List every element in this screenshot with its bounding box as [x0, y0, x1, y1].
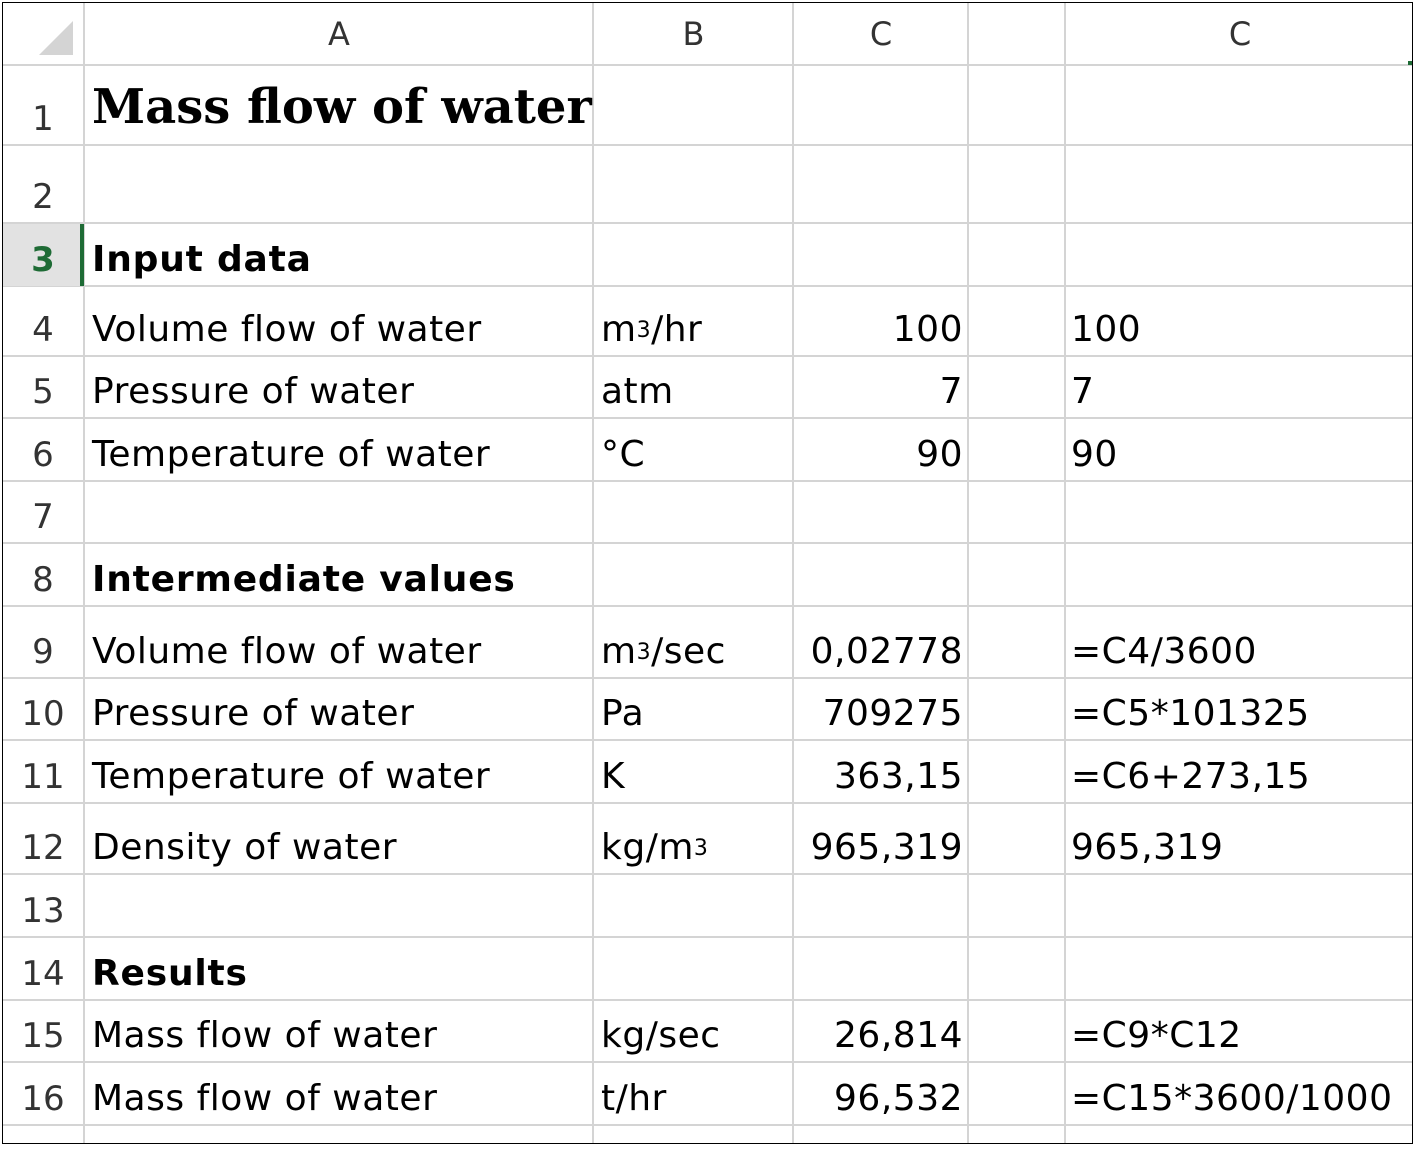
column-header-b[interactable]: B [682, 15, 705, 53]
row-header-2[interactable]: 2 [32, 177, 54, 217]
cell-value[interactable]: 96,532 [834, 1078, 963, 1119]
gridlines [3, 3, 1412, 1143]
cell-formula[interactable]: 100 [1071, 309, 1142, 350]
cell-formula[interactable]: =C5*101325 [1071, 693, 1310, 734]
cell-unit[interactable]: atm [601, 371, 674, 412]
row-header-1[interactable]: 1 [32, 99, 54, 139]
unit-superscript: 3 [636, 318, 652, 343]
unit-base: m [601, 309, 637, 350]
cell-value[interactable]: 90 [916, 434, 963, 475]
unit-base: m [601, 631, 637, 672]
cell-label[interactable]: Temperature of water [92, 434, 491, 475]
cell-unit[interactable]: m 3/sec [601, 607, 726, 678]
cell-value[interactable]: 965,319 [810, 827, 963, 868]
cell-value[interactable]: 363,15 [834, 756, 963, 797]
cell-value[interactable]: 0,02778 [810, 631, 963, 672]
row-header-15[interactable]: 15 [21, 1016, 65, 1056]
unit-base: kg/m [601, 827, 694, 868]
cell-value[interactable]: 709275 [822, 693, 963, 734]
cell-formula[interactable]: =C6+273,15 [1071, 756, 1311, 797]
cell-value[interactable]: 26,814 [834, 1015, 963, 1056]
cell-unit[interactable]: °C [601, 434, 646, 475]
section-heading-intermediate[interactable]: Intermediate values [92, 559, 516, 600]
row-header-9[interactable]: 9 [32, 632, 54, 672]
cell-formula[interactable]: 7 [1071, 371, 1095, 412]
unit-superscript: 3 [636, 640, 652, 665]
cell-unit[interactable]: K [601, 756, 626, 797]
cell-unit[interactable]: m 3/hr [601, 287, 702, 356]
row-header-11[interactable]: 11 [21, 757, 65, 797]
unit-superscript: 3 [693, 836, 709, 861]
cell-formula[interactable]: =C4/3600 [1071, 631, 1257, 672]
row-header-13[interactable]: 13 [21, 891, 65, 931]
column-header-c-formulas[interactable]: C [1228, 15, 1252, 53]
active-cell-indicator [80, 224, 84, 286]
cell-unit[interactable]: t/hr [601, 1078, 667, 1119]
cell-label[interactable]: Mass flow of water [92, 1078, 438, 1119]
unit-tail: /hr [651, 309, 703, 350]
column-header-a[interactable]: A [328, 15, 350, 53]
row-header-14[interactable]: 14 [21, 954, 65, 994]
section-heading-input[interactable]: Input data [92, 239, 312, 280]
cell-formula[interactable]: 965,319 [1071, 827, 1224, 868]
select-all-corner[interactable] [39, 21, 73, 55]
row-header-8[interactable]: 8 [32, 560, 54, 600]
cell-label[interactable]: Temperature of water [92, 756, 491, 797]
cell-label[interactable]: Pressure of water [92, 693, 415, 734]
selection-marker [1408, 61, 1412, 65]
column-header-blank[interactable] [969, 3, 1065, 65]
row-header-3[interactable]: 3 [3, 224, 83, 286]
row-header-4[interactable]: 4 [32, 310, 54, 350]
unit-tail: /sec [651, 631, 726, 672]
cell-formula[interactable]: =C15*3600/1000 [1071, 1078, 1393, 1119]
cell-label[interactable]: Density of water [92, 827, 398, 868]
cell-label[interactable]: Volume flow of water [92, 631, 482, 672]
cell-unit[interactable]: kg/m 3 [601, 804, 708, 874]
cell-label[interactable]: Volume flow of water [92, 309, 482, 350]
row-header-7[interactable]: 7 [32, 497, 54, 537]
row-header-10[interactable]: 10 [21, 694, 65, 734]
cell-unit[interactable]: Pa [601, 693, 645, 734]
cell-unit[interactable]: kg/sec [601, 1015, 721, 1056]
cell-label[interactable]: Mass flow of water [92, 1015, 438, 1056]
cell-label[interactable]: Pressure of water [92, 371, 415, 412]
row-header-16[interactable]: 16 [21, 1079, 65, 1119]
cell-value[interactable]: 7 [939, 371, 963, 412]
column-header-c[interactable]: C [869, 15, 893, 53]
cell-formula[interactable]: =C9*C12 [1071, 1015, 1242, 1056]
row-header-6[interactable]: 6 [32, 435, 54, 475]
section-heading-results[interactable]: Results [92, 953, 248, 994]
row-header-12[interactable]: 12 [21, 828, 65, 868]
cell-value[interactable]: 100 [892, 309, 963, 350]
sheet-title[interactable]: Mass flow of water [92, 79, 592, 135]
row-header-5[interactable]: 5 [32, 372, 54, 412]
cell-formula[interactable]: 90 [1071, 434, 1118, 475]
